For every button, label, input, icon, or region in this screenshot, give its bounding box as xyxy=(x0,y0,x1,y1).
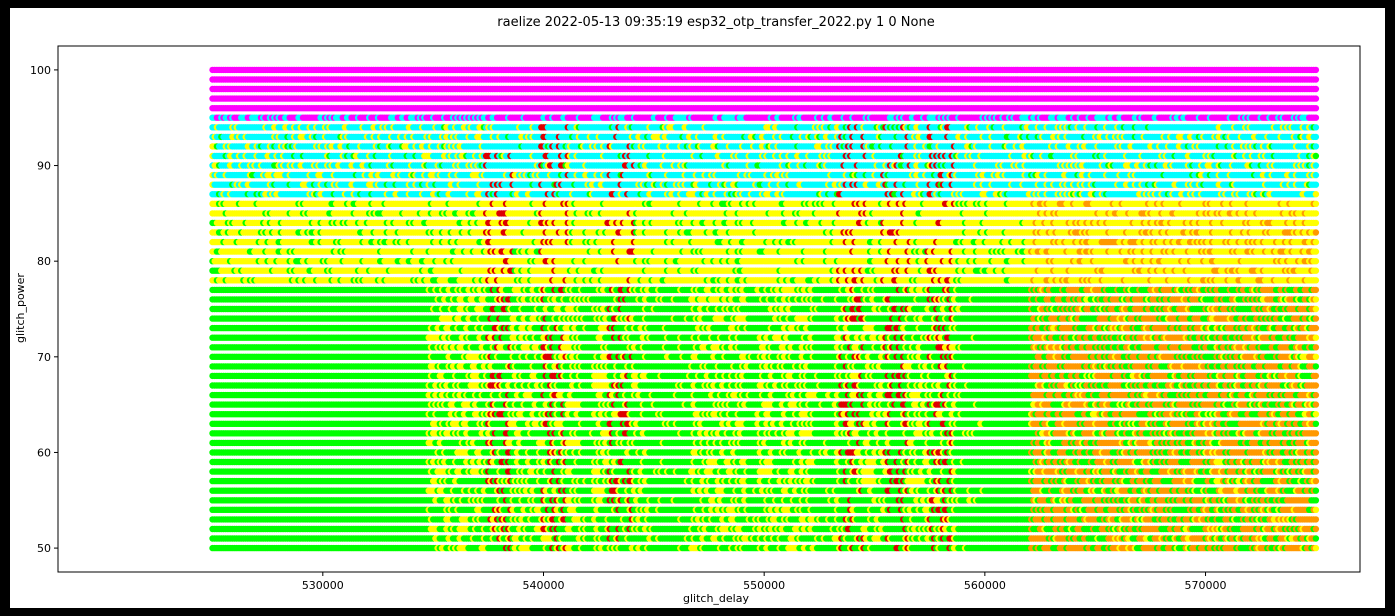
data-point xyxy=(1313,545,1319,551)
data-point xyxy=(1313,507,1319,513)
scatter-chart: raelize 2022-05-13 09:35:19 esp32_otp_tr… xyxy=(10,8,1385,608)
chart-figure: raelize 2022-05-13 09:35:19 esp32_otp_tr… xyxy=(10,8,1385,608)
data-point xyxy=(1313,497,1319,503)
data-point xyxy=(1313,468,1319,474)
data-point xyxy=(1313,488,1319,494)
data-point xyxy=(1313,478,1319,484)
chart-title: raelize 2022-05-13 09:35:19 esp32_otp_tr… xyxy=(497,15,934,30)
data-point xyxy=(1313,526,1319,532)
data-points xyxy=(209,67,1319,552)
data-point xyxy=(1313,535,1319,541)
data-point xyxy=(1313,516,1319,522)
